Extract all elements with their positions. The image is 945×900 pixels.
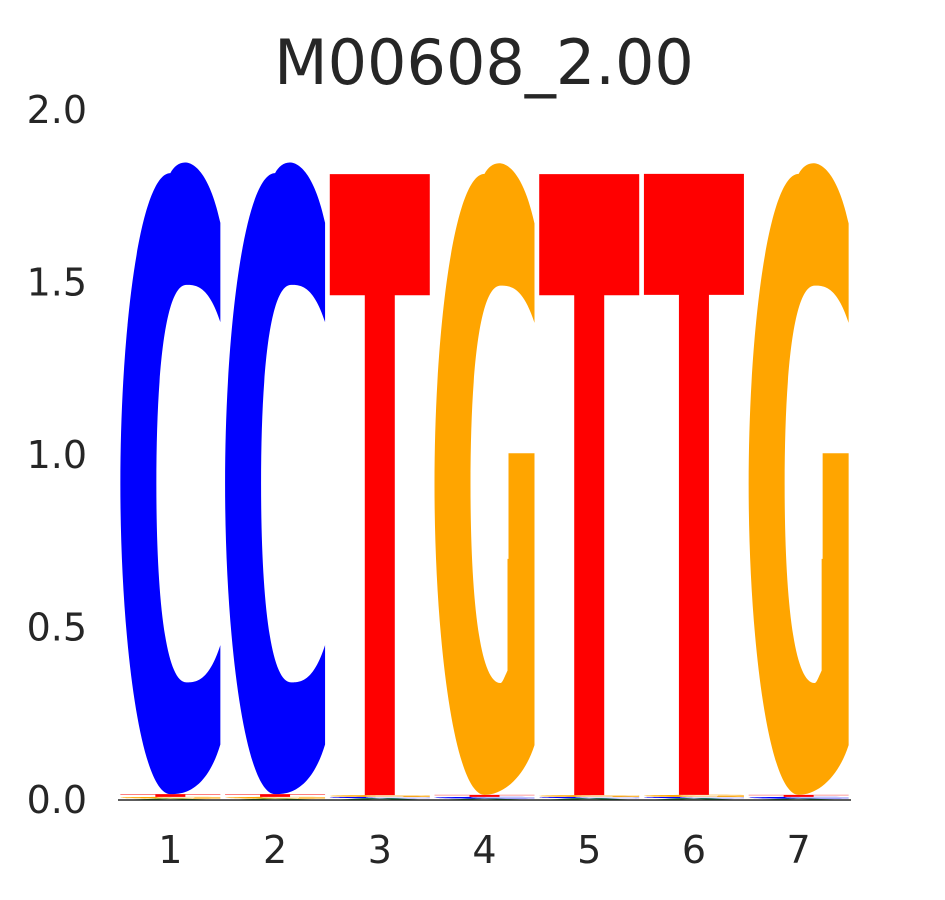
x-tick-label: 4	[472, 828, 496, 872]
logo-letter-g-pos-1	[120, 796, 221, 799]
logo-letters	[120, 162, 849, 800]
x-axis-ticks: 1 2 3 4 5 6 7	[158, 828, 810, 872]
chart-title: M00608_2.00	[274, 26, 694, 99]
logo-letter-t-pos-3	[329, 174, 430, 796]
y-tick-label: 1.0	[27, 433, 87, 477]
logo-letter-g-pos-5	[539, 795, 640, 797]
y-tick-label: 1.5	[27, 261, 87, 305]
logo-letter-t-pos-4	[434, 794, 535, 797]
y-axis-ticks: 0.0 0.5 1.0 1.5 2.0	[27, 88, 87, 822]
logo-letter-c-pos-4	[434, 796, 535, 799]
logo-letter-t-pos-2	[225, 794, 326, 797]
logo-letter-c-pos-5	[539, 796, 640, 799]
logo-letter-g-pos-7	[748, 163, 849, 795]
logo-letter-t-pos-7	[748, 794, 849, 797]
logo-letter-g-pos-4	[434, 163, 535, 795]
x-tick-label: 2	[263, 828, 287, 872]
x-tick-label: 3	[368, 828, 392, 872]
logo-letter-g-pos-2	[225, 796, 326, 799]
logo-letter-t-pos-1	[120, 794, 221, 797]
x-tick-label: 6	[682, 828, 706, 872]
logo-letter-c-pos-6	[643, 796, 744, 799]
logo-letter-t-pos-6	[643, 173, 744, 795]
logo-letter-t-pos-5	[539, 174, 640, 796]
logo-letter-c-pos-3	[329, 796, 430, 799]
logo-letter-g-pos-6	[643, 794, 744, 797]
x-tick-label: 7	[787, 828, 811, 872]
x-tick-label: 1	[158, 828, 182, 872]
logo-letter-c-pos-7	[748, 796, 849, 799]
y-tick-label: 2.0	[27, 88, 87, 132]
x-tick-label: 5	[577, 828, 601, 872]
y-tick-label: 0.0	[27, 778, 87, 822]
logo-letter-c-pos-1	[120, 162, 221, 795]
y-tick-label: 0.5	[27, 606, 87, 650]
logo-letter-c-pos-2	[225, 162, 326, 795]
logo-letter-g-pos-3	[329, 795, 430, 797]
